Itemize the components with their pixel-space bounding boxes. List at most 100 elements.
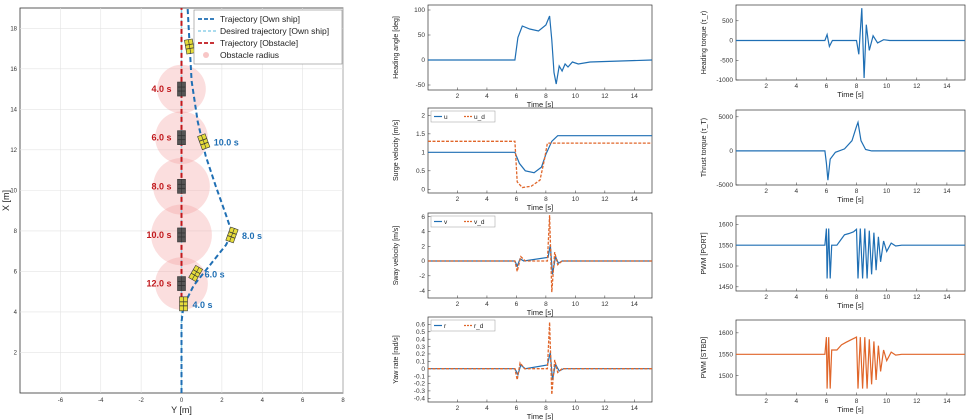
own-time-label: 6.0 s bbox=[205, 269, 225, 279]
x-tick-label: 8 bbox=[544, 93, 548, 100]
x-tick-label: 4 bbox=[794, 294, 798, 301]
own-ship-icon-keel bbox=[201, 135, 207, 149]
y-tick-label: 2 bbox=[421, 113, 425, 120]
x-tick-label: 8 bbox=[855, 294, 859, 301]
panel-legend-label: u bbox=[444, 114, 448, 121]
y-tick-label: 0.4 bbox=[416, 336, 425, 343]
x-tick-label: 4 bbox=[485, 196, 489, 203]
series-line-thrust bbox=[736, 119, 965, 181]
x-tick-label: 12 bbox=[601, 196, 609, 203]
y-tick-label: -0.2 bbox=[414, 381, 426, 388]
obstacle-time-label: 10.0 s bbox=[146, 230, 171, 240]
traj-xtick-label: 4 bbox=[261, 398, 265, 404]
x-tick-label: 12 bbox=[913, 398, 921, 405]
y-tick-label: 0.6 bbox=[416, 322, 425, 329]
x-tick-label: 10 bbox=[883, 188, 891, 195]
traj-ytick-label: 8 bbox=[14, 229, 18, 235]
y-tick-label: 0.5 bbox=[416, 329, 425, 336]
x-tick-label: 14 bbox=[943, 188, 951, 195]
panel-htorque: 2 4 6 8 10 12 14 -1000 -500 0 500 Time [s] Heading t… bbox=[701, 4, 966, 99]
series-line-u_d bbox=[428, 140, 652, 189]
x-tick-label: 14 bbox=[943, 83, 951, 90]
traj-ytick-label: 10 bbox=[10, 188, 17, 194]
x-tick-label: 4 bbox=[485, 301, 489, 308]
panel-pwm_port: 2 4 6 8 10 12 14 1450 1500 1550 1600 Time [s] PWM [P… bbox=[701, 215, 966, 310]
x-tick-label: 12 bbox=[913, 83, 921, 90]
x-tick-label: 2 bbox=[456, 405, 460, 412]
y-tick-label: 4 bbox=[421, 229, 425, 236]
panel-legend-box bbox=[430, 110, 496, 123]
own-ship-icon-keel bbox=[229, 228, 235, 242]
y-tick-label: 1500 bbox=[719, 373, 734, 380]
x-tick-label: 2 bbox=[456, 196, 460, 203]
x-axis-label: Time [s] bbox=[837, 195, 863, 204]
x-tick-label: 4 bbox=[485, 93, 489, 100]
x-tick-label: 14 bbox=[631, 196, 639, 203]
obstacle-time-label: 6.0 s bbox=[151, 133, 171, 143]
x-tick-label: 8 bbox=[544, 301, 548, 308]
x-tick-label: 14 bbox=[943, 398, 951, 405]
x-tick-label: 4 bbox=[794, 83, 798, 90]
traj-xtick-label: -2 bbox=[138, 398, 144, 404]
legend-entry-label: Obstacle radius bbox=[220, 50, 279, 60]
y-tick-label: 1500 bbox=[719, 263, 734, 270]
legend-swatch-radius bbox=[203, 52, 209, 58]
y-tick-label: 0 bbox=[421, 187, 425, 194]
series-line-heading bbox=[428, 15, 653, 85]
x-tick-label: 6 bbox=[515, 93, 519, 100]
obstacle-ship-icon bbox=[177, 81, 186, 97]
own-ship-icon bbox=[225, 226, 239, 244]
traj-xtick-label: 8 bbox=[341, 398, 345, 404]
x-axis-label: Time [s] bbox=[837, 301, 863, 310]
obstacle-ship-icon bbox=[177, 227, 186, 243]
traj-xlabel: Y [m] bbox=[171, 405, 192, 415]
panel-legend-label: v_d bbox=[474, 219, 485, 226]
y-tick-label: 6 bbox=[421, 214, 425, 221]
panel-legend-label: r_d bbox=[474, 323, 484, 330]
series-line-v_d bbox=[428, 215, 652, 293]
x-tick-label: 8 bbox=[855, 83, 859, 90]
panel-axes-box bbox=[735, 319, 966, 396]
y-tick-label: -0.4 bbox=[414, 396, 426, 403]
panel-legend-label: r bbox=[444, 323, 447, 330]
traj-ytick-label: 16 bbox=[10, 67, 17, 73]
legend-entry-label: Trajectory [Obstacle] bbox=[220, 38, 298, 48]
x-tick-label: 2 bbox=[764, 294, 768, 301]
panel-surge: 2 4 6 8 10 12 14 0 0.5 1 1.5 2 Time [s] Surge velocit… bbox=[393, 107, 653, 212]
x-tick-label: 12 bbox=[601, 405, 609, 412]
panel-legend-label: u_d bbox=[474, 114, 485, 121]
panel-legend-box bbox=[430, 215, 496, 228]
panel-legend: v v_d bbox=[430, 215, 496, 228]
series-line-r_d bbox=[428, 322, 652, 395]
y-axis-label: Heading torque (τ_r) bbox=[701, 11, 708, 74]
x-tick-label: 12 bbox=[601, 93, 609, 100]
x-tick-label: 14 bbox=[631, 93, 639, 100]
x-tick-label: 6 bbox=[515, 301, 519, 308]
traj-xtick-label: 2 bbox=[220, 398, 224, 404]
own-ship-icon-keel bbox=[188, 39, 192, 54]
x-tick-label: 10 bbox=[572, 301, 580, 308]
y-tick-label: -1000 bbox=[716, 77, 733, 84]
x-axis-label: Time [s] bbox=[837, 405, 863, 414]
y-axis-label: Yaw rate [rad/s] bbox=[393, 335, 400, 384]
own-ship-icon bbox=[184, 38, 196, 55]
panel-yaw: 2 4 6 8 10 12 14-0.4-0.3-0.2-0.100.10.20.30.40… bbox=[393, 316, 653, 420]
traj-ytick-label: 18 bbox=[10, 26, 17, 32]
x-tick-label: 14 bbox=[631, 301, 639, 308]
x-tick-label: 10 bbox=[883, 294, 891, 301]
x-tick-label: 10 bbox=[572, 93, 580, 100]
legend-entry-label: Trajectory [Own ship] bbox=[220, 14, 300, 24]
own-time-label: 8.0 s bbox=[242, 231, 262, 241]
y-tick-label: 0 bbox=[729, 38, 733, 45]
y-tick-label: -50 bbox=[416, 82, 426, 89]
own-ship-icon bbox=[188, 264, 204, 282]
x-tick-label: 8 bbox=[544, 405, 548, 412]
x-tick-label: 8 bbox=[855, 188, 859, 195]
traj-ytick-label: 12 bbox=[10, 148, 17, 154]
y-tick-label: 0.5 bbox=[416, 168, 425, 175]
y-tick-label: 0 bbox=[421, 57, 425, 64]
y-axis-label: PWM [PORT] bbox=[701, 232, 708, 274]
series-line-v bbox=[428, 244, 652, 275]
panel-heading: 2 4 6 8 10 12 14 -50 0 50 100 Time [s] Heading angle… bbox=[393, 4, 653, 109]
own-ship-icon-keel bbox=[191, 267, 200, 280]
